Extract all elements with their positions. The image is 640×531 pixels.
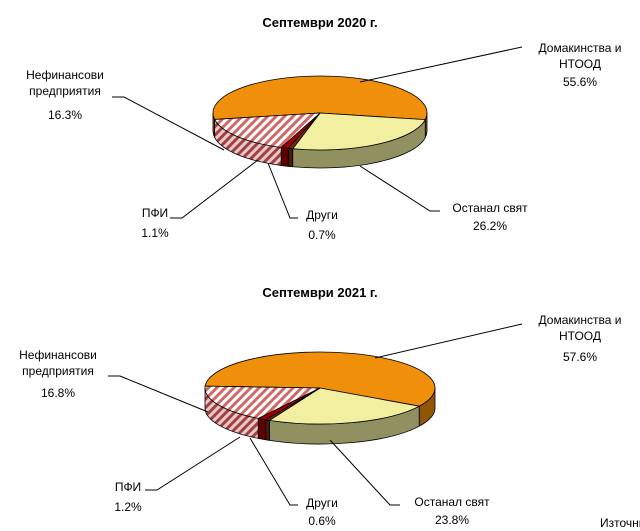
pie-sides [204, 387, 436, 445]
slice-label: Други [306, 496, 338, 510]
chart-title: Септември 2020 г. [262, 15, 377, 30]
slice-side [287, 147, 294, 168]
slice [268, 387, 421, 425]
slice-value-label: 1.2% [114, 500, 142, 514]
leader-line [359, 165, 440, 212]
pie-tops [204, 351, 436, 425]
leader-line [267, 162, 298, 219]
slice-value-label: 57.6% [563, 350, 597, 364]
slice [204, 385, 321, 419]
slice-label: Нефинансови предприятия [26, 68, 104, 98]
slice-value-label: 16.8% [41, 386, 75, 400]
leader-line [108, 375, 209, 413]
slice-side [280, 147, 289, 167]
slice-value-label: 16.3% [48, 108, 82, 122]
slice-label: Други [306, 208, 338, 222]
slice-value-label: 23.8% [435, 513, 469, 527]
leader-line [359, 46, 523, 83]
slice-side [257, 417, 267, 441]
slice [212, 75, 428, 121]
slice-label: Останал свят [414, 495, 490, 509]
slice-side [265, 419, 270, 441]
leader-line [329, 439, 400, 506]
slice-label: Останал свят [452, 201, 528, 215]
slice-value-label: 26.2% [473, 219, 507, 233]
slice-value-label: 55.6% [563, 75, 597, 89]
slice [204, 351, 436, 407]
slice-label: ПФИ [142, 206, 168, 220]
slice-value-label: 0.7% [308, 228, 336, 242]
leader-line [145, 436, 241, 491]
pie-tops [212, 75, 428, 151]
slice-value-label: 0.6% [308, 514, 336, 528]
slice-label: Домакинства и НТООД [539, 313, 622, 343]
slice-label: Нефинансови предприятия [19, 348, 97, 378]
slice [213, 112, 322, 148]
leader-line [170, 159, 259, 219]
slice-value-label: 1.1% [141, 226, 169, 240]
leader-line [374, 323, 523, 359]
slice-label: ПФИ [115, 480, 141, 494]
source-note: Източни [600, 516, 640, 530]
leader-line [249, 437, 298, 506]
slice-label: Домакинства и НТООД [539, 41, 622, 71]
chart-title: Септември 2021 г. [262, 285, 377, 300]
slice [291, 112, 426, 151]
leader-line [112, 96, 225, 151]
